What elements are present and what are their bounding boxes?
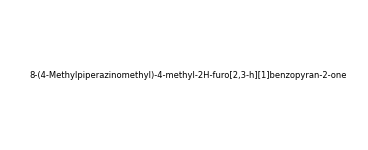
Text: 8-(4-Methylpiperazinomethyl)-4-methyl-2H-furo[2,3-h][1]benzopyran-2-one: 8-(4-Methylpiperazinomethyl)-4-methyl-2H… [30, 71, 347, 80]
